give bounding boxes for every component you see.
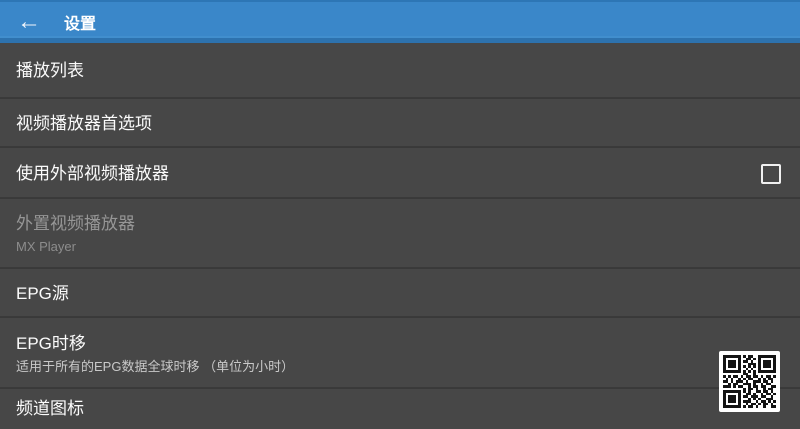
qr-code	[719, 351, 780, 412]
list-item-title: 外置视频播放器	[16, 214, 135, 233]
list-item-text: 视频播放器首选项	[16, 113, 784, 135]
back-button[interactable]: ←	[9, 0, 49, 43]
list-item-text: 频道图标	[16, 398, 784, 420]
list-item-epg-source[interactable]: EPG源	[0, 269, 800, 318]
back-arrow-icon: ←	[17, 7, 41, 35]
settings-list: 播放列表 视频播放器首选项 使用外部视频播放器 外置视频播放器 MX Playe…	[0, 43, 800, 429]
checkbox-unchecked[interactable]	[761, 163, 781, 184]
list-item-video-player-preferences[interactable]: 视频播放器首选项	[0, 99, 800, 148]
qr-code-pattern	[723, 355, 776, 408]
list-item-title: 播放列表	[16, 61, 84, 80]
list-item-playlist[interactable]: 播放列表	[0, 43, 800, 99]
list-item-title: EPG源	[16, 283, 69, 303]
list-item-text: 使用外部视频播放器	[16, 163, 761, 185]
list-item-subtitle: MX Player	[16, 239, 76, 254]
list-item-use-external-player[interactable]: 使用外部视频播放器	[0, 148, 800, 199]
page-title: 设置	[64, 15, 97, 33]
list-item-text: 外置视频播放器 MX Player	[16, 213, 784, 255]
list-item-text: EPG时移 适用于所有的EPG数据全球时移 （单位为小时）	[16, 333, 784, 375]
app-bar: ← 设置	[0, 0, 800, 43]
list-item-subtitle: 适用于所有的EPG数据全球时移 （单位为小时）	[16, 358, 295, 374]
list-item-text: 播放列表	[16, 60, 784, 82]
list-item-title: 视频播放器首选项	[16, 113, 152, 133]
list-item-title: 使用外部视频播放器	[16, 163, 169, 183]
list-item-title: EPG时移	[16, 333, 86, 353]
list-item-epg-timeshift[interactable]: EPG时移 适用于所有的EPG数据全球时移 （单位为小时）	[0, 318, 800, 389]
list-item-channel-icons[interactable]: 频道图标	[0, 389, 800, 429]
list-item-external-player: 外置视频播放器 MX Player	[0, 199, 800, 269]
list-item-title: 频道图标	[16, 399, 84, 418]
list-item-text: EPG源	[16, 283, 784, 305]
